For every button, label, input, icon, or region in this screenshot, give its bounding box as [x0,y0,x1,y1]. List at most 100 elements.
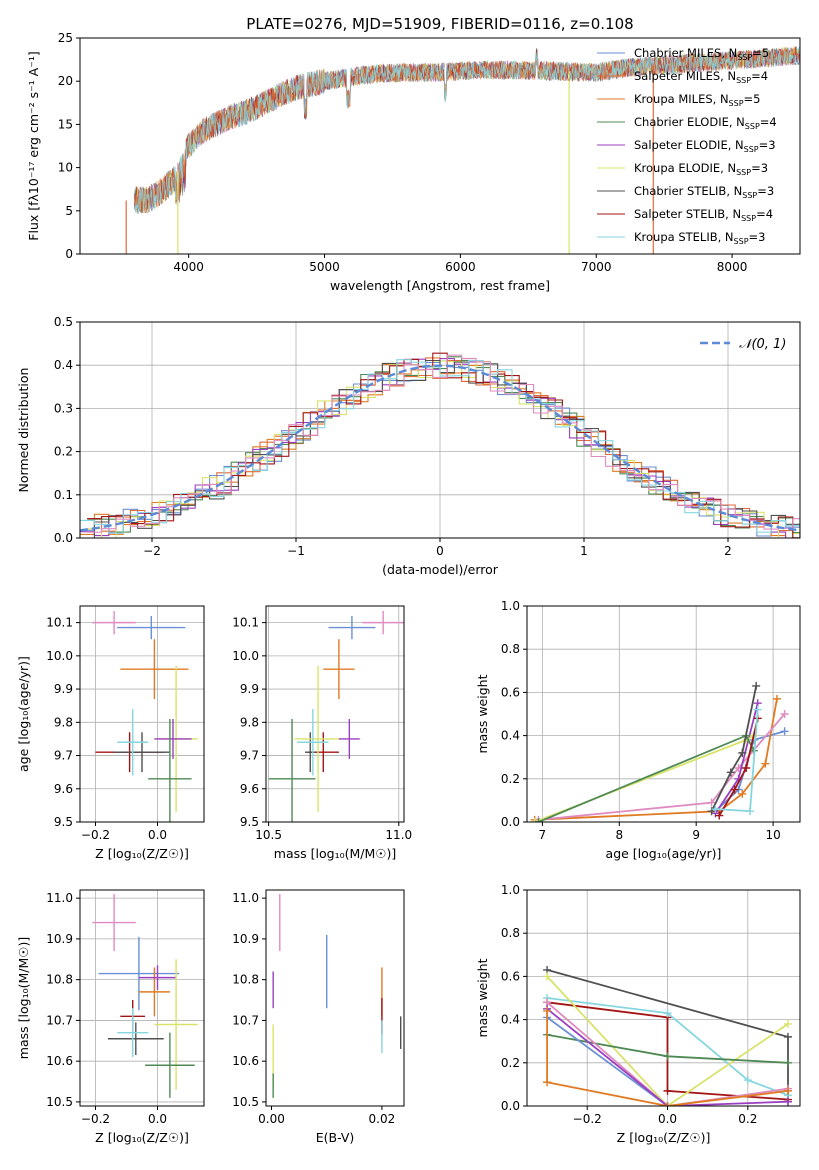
x-tick-label: −0.2 [573,1112,602,1126]
legend-entry-value: =5 [752,46,769,60]
legend-entry: Salpeter ELODIE, NSSP=3 [634,138,776,154]
weight-series-marker [543,972,552,981]
y-tick-label: 11.0 [232,891,259,905]
y-tick-label: 0.6 [501,685,520,699]
y-tick-label: 10.0 [232,649,259,663]
y-tick-label: 0.0 [54,531,73,545]
x-tick-label: 5000 [309,260,340,274]
weight-vs-age-panel: 7 8 9 10 0.0 0.2 0.4 0.6 0.8 1.0 age [log₁₀(age/yr… [475,599,801,861]
legend-entry: Kroupa STELIB, NSSP=3 [634,230,765,246]
y-tick-label: 10.1 [46,616,73,630]
x-tick-label: 7 [539,828,547,842]
y-tick-label: 10 [58,161,73,175]
x-axis-label: Z [log₁₀(Z/Z☉)] [95,1130,189,1145]
weight-series-line [718,718,759,816]
x-tick-label: 8 [615,828,623,842]
x-tick-label: 0.2 [738,1112,757,1126]
y-tick-label: 10.6 [232,1054,259,1068]
plot-area [92,610,198,822]
y-tick-label: 10.5 [232,1095,259,1109]
histogram-step-line [80,357,800,538]
y-axis-label: mass [log₁₀(M/M☉)] [16,937,31,1059]
axes-frame [526,605,801,823]
x-tick-label: 8000 [717,260,748,274]
histogram-step-line [87,360,800,538]
x-axis-label: age [log₁₀(age/yr)] [606,846,722,861]
spectrum-line [134,47,800,214]
legend-entry-subscript: SSP [736,76,751,85]
weight-series-marker [530,818,539,822]
plot-area [272,894,402,1098]
weight-series-line [546,1011,789,1106]
axes-frame [265,605,405,823]
y-axis-label: Flux [fλ10⁻¹⁷ erg cm⁻² s⁻¹ A⁻¹] [26,51,41,240]
legend-entry-value: =4 [756,207,773,221]
y-axis-label: mass weight [475,958,490,1037]
x-tick-label: −1 [287,544,305,558]
y-tick-label: 0.0 [501,1099,520,1113]
weight-series-marker [743,1076,752,1085]
x-tick-label: 0.02 [369,1112,396,1126]
weight-series-marker [534,818,543,822]
weight-series-marker [663,1052,672,1061]
weight-series-marker [543,1078,552,1087]
legend-entry-label: Chabrier ELODIE, N [634,115,745,129]
mass-vs-reddening-panel: 0.00 0.02 10.5 10.6 10.7 10.8 10.9 11.0 E(B-V) [232,889,405,1145]
weight-series-marker [780,727,789,736]
legend-entry: 𝒩(0, 1) [739,337,786,352]
legend-entry-label: Chabrier STELIB, N [634,184,742,198]
y-tick-label: 9.5 [240,815,259,829]
y-tick-label: 9.5 [54,815,73,829]
legend-entry-label: Kroupa ELODIE, N [634,161,736,175]
axes-frame [79,889,205,1107]
x-tick-label: 11.0 [385,828,412,842]
legend-entry: Salpeter STELIB, NSSP=4 [634,207,773,223]
y-tick-label: 11.0 [46,891,73,905]
legend-entry-subscript: SSP [742,191,757,200]
histogram-step-line [87,352,800,538]
y-tick-label: 1.0 [501,599,520,613]
x-axis-label: Z [log₁₀(Z/Z☉)] [617,1130,711,1145]
legend-entry-label: Chabrier MILES, N [634,46,737,60]
plot-area [543,965,792,1106]
y-tick-label: 9.8 [240,715,259,729]
y-tick-label: 10.8 [46,973,73,987]
x-tick-label: 1 [580,544,588,558]
x-tick-label: 0.0 [148,828,167,842]
weight-series-line [546,975,789,1106]
legend-entry-value: =3 [759,138,776,152]
x-axis-label: (data-model)/error [382,562,499,577]
axes-frame [79,37,801,255]
legend-entry-value: =3 [749,230,766,244]
weight-series-marker [726,768,735,777]
x-tick-label: 0.00 [258,1112,285,1126]
weight-series-marker [663,1009,672,1018]
weight-series-marker [772,694,781,703]
legend-entry: Chabrier STELIB, NSSP=3 [634,184,774,200]
y-tick-label: 5 [65,204,73,218]
y-tick-label: 0.8 [501,642,520,656]
histogram-panel: −2 −1 0 1 2 0.0 0.1 0.2 0.3 0.4 0.5 (data-model)/er… [16,315,801,577]
histogram-step-line [87,359,800,538]
legend-entry-value: =4 [760,115,777,129]
spectrum-line [134,46,800,213]
y-tick-label: 9.7 [54,749,73,763]
x-tick-label: 0.0 [148,1112,167,1126]
plot-area [92,894,198,1098]
legend-entry-subscript: SSP [745,122,760,131]
x-tick-label: 6000 [445,260,476,274]
y-tick-label: 0.2 [54,445,73,459]
weight-series-marker [742,764,751,772]
legend-entry-value: =5 [744,92,761,106]
weight-series-marker [761,759,770,768]
x-tick-label: 10.5 [255,828,282,842]
y-tick-label: 0.5 [54,315,73,329]
spectrum-panel: 4000 5000 6000 7000 8000 0 5 10 15 20 25 wavelength… [26,31,801,293]
x-tick-label: 10 [765,828,780,842]
y-tick-label: 9.9 [240,682,259,696]
legend-entry-value: =3 [757,184,774,198]
y-tick-label: 10.8 [232,973,259,987]
weight-series-line [710,685,758,812]
x-tick-label: 4000 [173,260,204,274]
